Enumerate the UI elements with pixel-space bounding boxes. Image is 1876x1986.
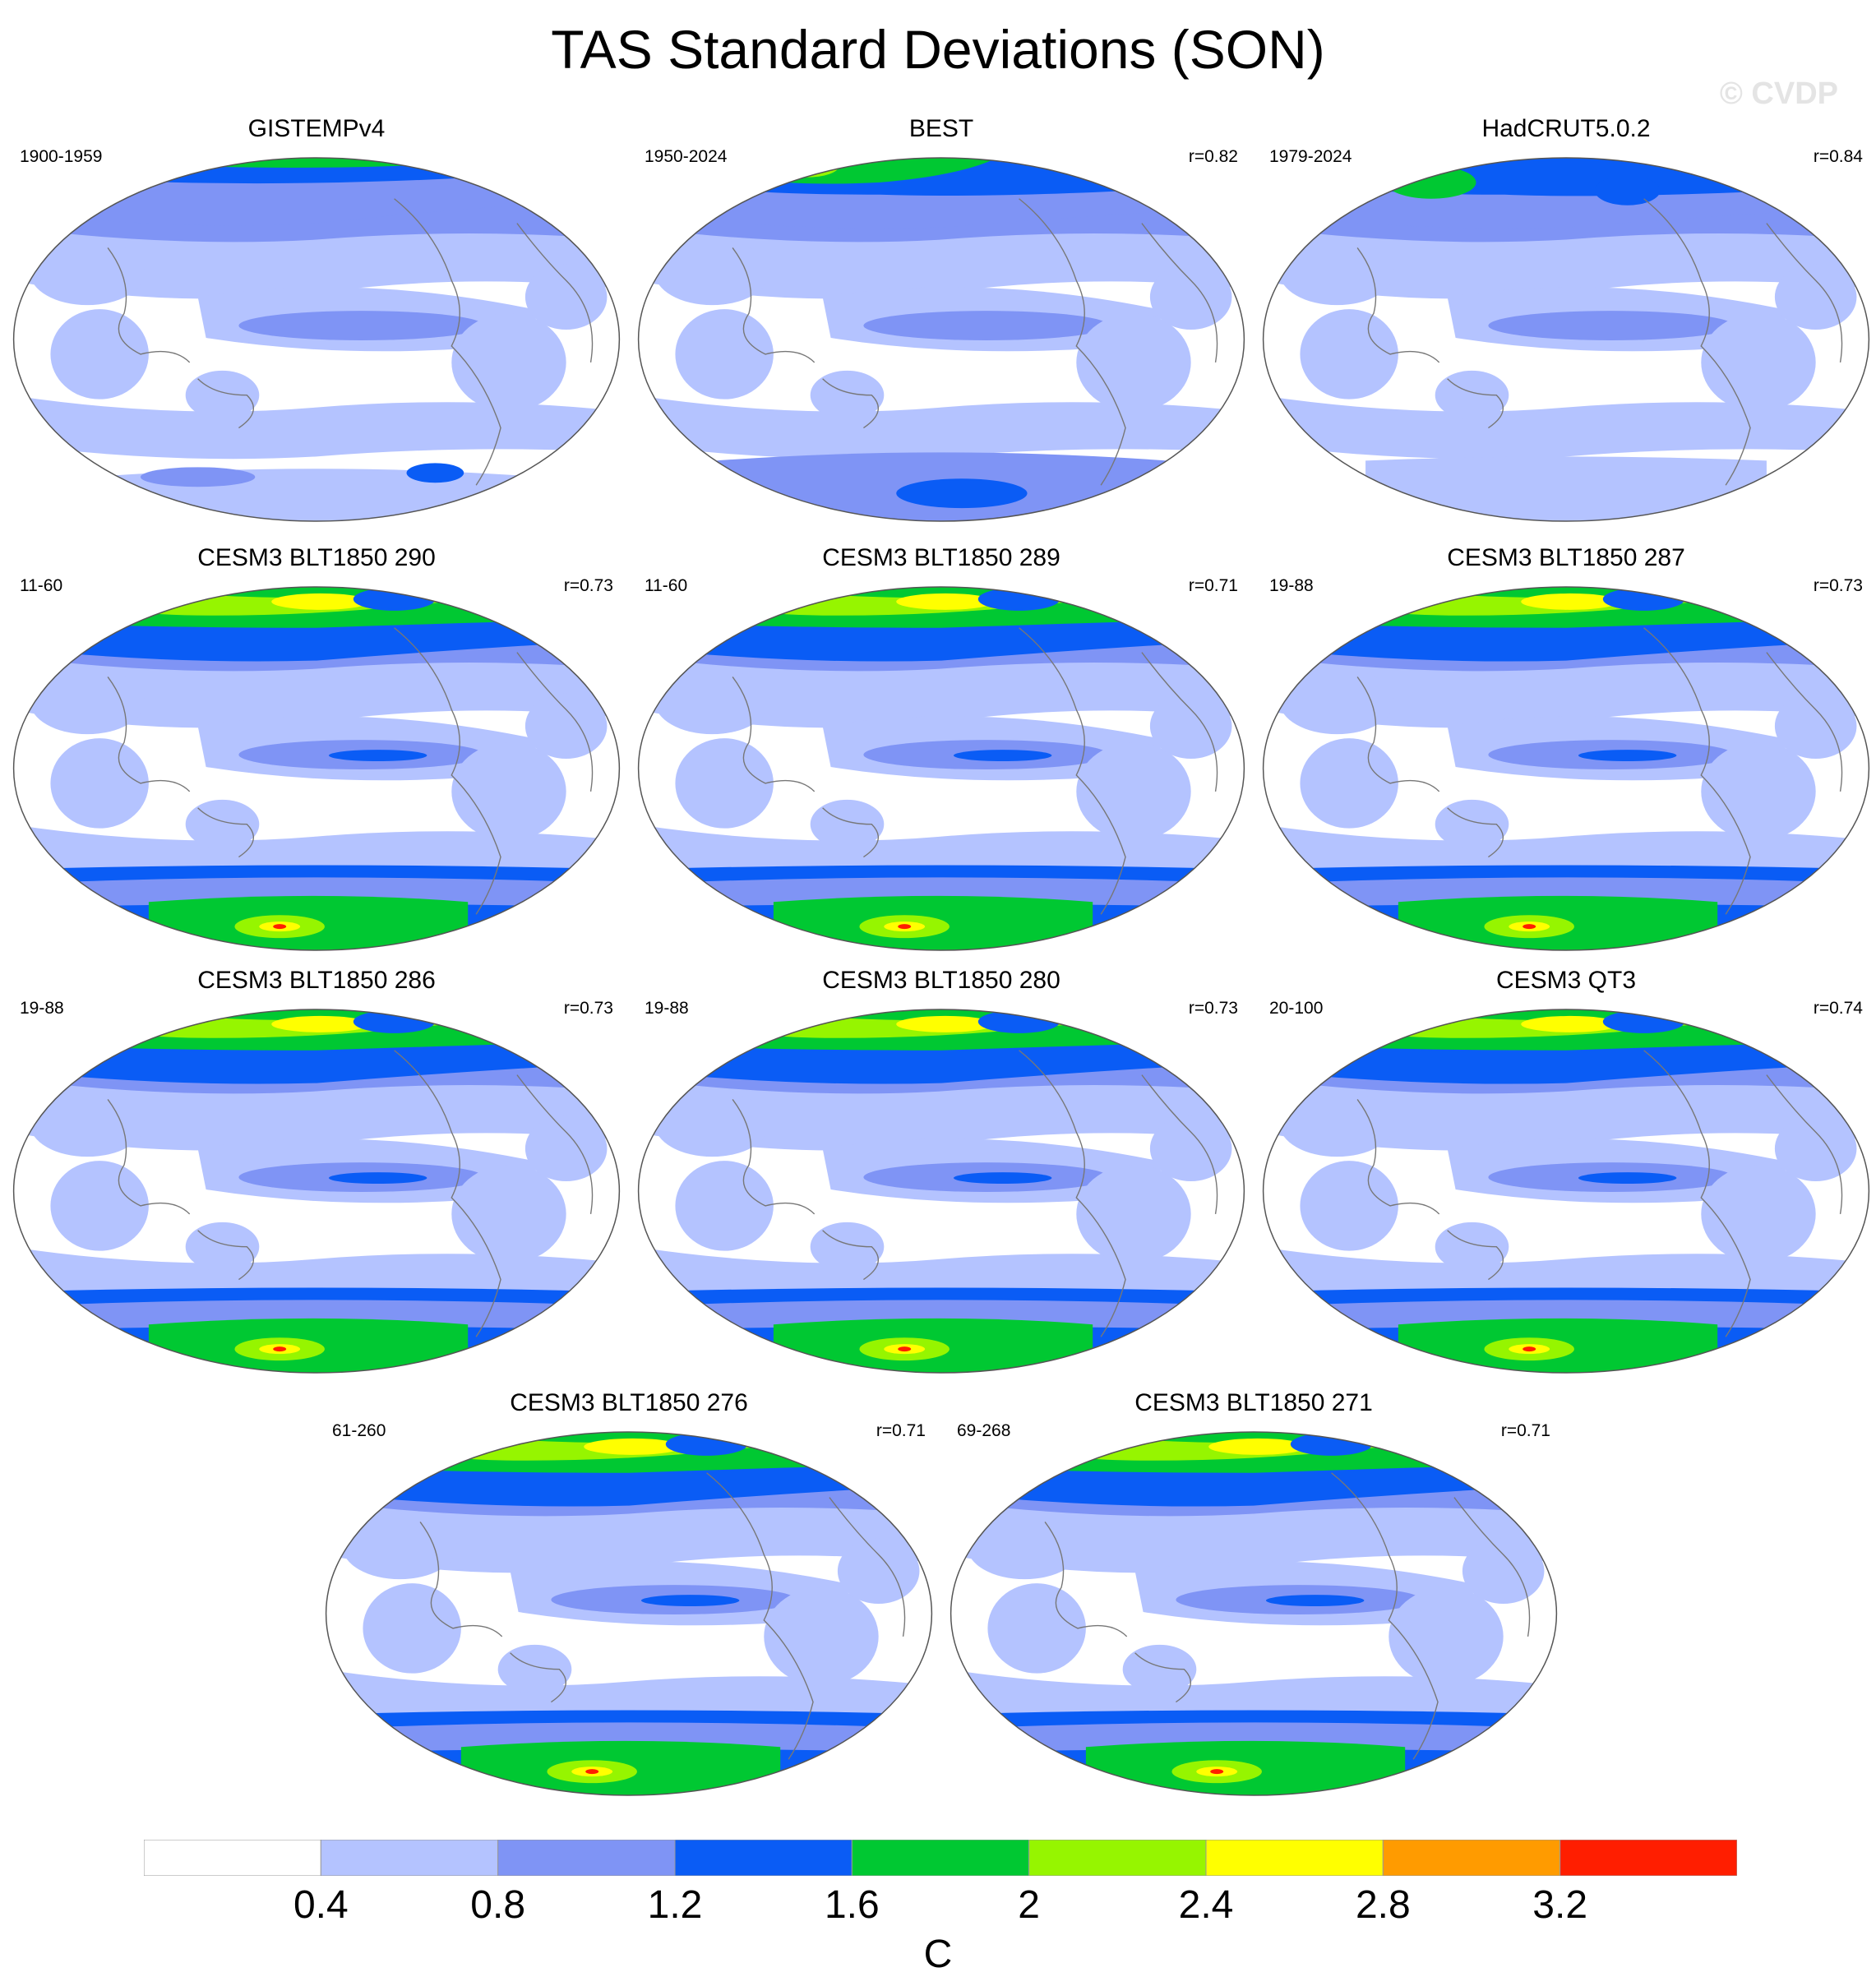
panel-correlation: r=0.84: [1813, 147, 1863, 166]
panel-period: 1979-2024: [1269, 147, 1352, 166]
map-panel: CESM3 BLT1850 289 11-60 r=0.71: [633, 544, 1250, 955]
world-map: [12, 586, 621, 951]
map-panel: GISTEMPv4 1900-1959: [8, 115, 625, 526]
colorbar-tick-label: 2: [1018, 1883, 1041, 1927]
panel-title: CESM3 BLT1850 290: [197, 544, 436, 571]
colorbar-swatch: [674, 1840, 853, 1876]
panel-title: GISTEMPv4: [247, 115, 386, 142]
colorbar: [144, 1840, 1737, 1876]
colorbar-swatch: [320, 1840, 499, 1876]
panel-correlation: r=0.82: [1188, 147, 1238, 166]
panel-period: 19-88: [645, 999, 689, 1018]
colorbar-swatch: [1028, 1840, 1207, 1876]
panel-correlation: r=0.71: [876, 1421, 926, 1440]
map-panel: CESM3 BLT1850 271 69-268 r=0.71: [945, 1389, 1562, 1800]
panel-title: BEST: [908, 115, 974, 142]
map-panel: CESM3 BLT1850 280 19-88 r=0.73: [633, 967, 1250, 1378]
world-map: [637, 157, 1245, 522]
panel-period: 19-88: [20, 999, 64, 1018]
world-map: [637, 1009, 1245, 1374]
panel-title: CESM3 QT3: [1495, 967, 1637, 994]
colorbar-swatch: [1205, 1840, 1384, 1876]
panel-period: 11-60: [645, 576, 688, 595]
panel-period: 1900-1959: [20, 147, 103, 166]
panel-period: 19-88: [1269, 576, 1314, 595]
colorbar-swatch: [1559, 1840, 1737, 1876]
map-panel: CESM3 BLT1850 287 19-88 r=0.73: [1258, 544, 1874, 955]
map-panel: CESM3 BLT1850 286 19-88 r=0.73: [8, 967, 625, 1378]
panel-correlation: r=0.71: [1500, 1421, 1550, 1440]
panel-correlation: r=0.73: [563, 576, 613, 595]
world-map: [950, 1431, 1558, 1796]
panel-correlation: r=0.73: [1813, 576, 1863, 595]
colorbar-tick-label: 1.2: [647, 1883, 703, 1927]
world-map: [325, 1431, 933, 1796]
colorbar-units: C: [923, 1933, 953, 1976]
world-map: [1262, 586, 1870, 951]
panel-period: 61-260: [332, 1421, 386, 1440]
colorbar-swatch: [497, 1840, 676, 1876]
panel-title: CESM3 BLT1850 289: [822, 544, 1060, 571]
panel-period: 69-268: [957, 1421, 1011, 1440]
panel-correlation: r=0.71: [1188, 576, 1238, 595]
world-map: [1262, 1009, 1870, 1374]
figure-title: TAS Standard Deviations (SON): [551, 19, 1325, 80]
colorbar-tick-label: 1.6: [824, 1883, 880, 1927]
colorbar-swatch: [1382, 1840, 1561, 1876]
colorbar-tick-label: 3.2: [1532, 1883, 1588, 1927]
colorbar-tick-label: 0.8: [470, 1883, 526, 1927]
panel-title: CESM3 BLT1850 276: [510, 1389, 748, 1416]
world-map: [12, 157, 621, 522]
cvdp-watermark: © CVDP: [1719, 76, 1838, 111]
panel-title: CESM3 BLT1850 271: [1134, 1389, 1373, 1416]
world-map: [637, 586, 1245, 951]
panel-period: 1950-2024: [645, 147, 728, 166]
panel-title: CESM3 BLT1850 280: [822, 967, 1060, 994]
map-panel: CESM3 BLT1850 290 11-60 r=0.73: [8, 544, 625, 955]
panel-title: HadCRUT5.0.2: [1481, 115, 1651, 142]
colorbar-tick-label: 2.8: [1355, 1883, 1411, 1927]
map-panel: CESM3 QT3 20-100 r=0.74: [1258, 967, 1874, 1378]
panel-period: 11-60: [20, 576, 63, 595]
panel-correlation: r=0.73: [563, 999, 613, 1018]
panel-title: CESM3 BLT1850 287: [1447, 544, 1685, 571]
world-map: [1262, 157, 1870, 522]
panel-title: CESM3 BLT1850 286: [197, 967, 436, 994]
panel-correlation: r=0.73: [1188, 999, 1238, 1018]
colorbar-swatch: [144, 1840, 321, 1876]
colorbar-tick-label: 0.4: [293, 1883, 349, 1927]
panel-correlation: r=0.74: [1813, 999, 1863, 1018]
world-map: [12, 1009, 621, 1374]
panel-period: 20-100: [1269, 999, 1324, 1018]
map-panel: HadCRUT5.0.2 1979-2024 r=0.84: [1258, 115, 1874, 526]
colorbar-swatch: [851, 1840, 1030, 1876]
map-panel: BEST 1950-2024 r=0.82: [633, 115, 1250, 526]
colorbar-tick-label: 2.4: [1178, 1883, 1234, 1927]
map-panel: CESM3 BLT1850 276 61-260 r=0.71: [321, 1389, 937, 1800]
